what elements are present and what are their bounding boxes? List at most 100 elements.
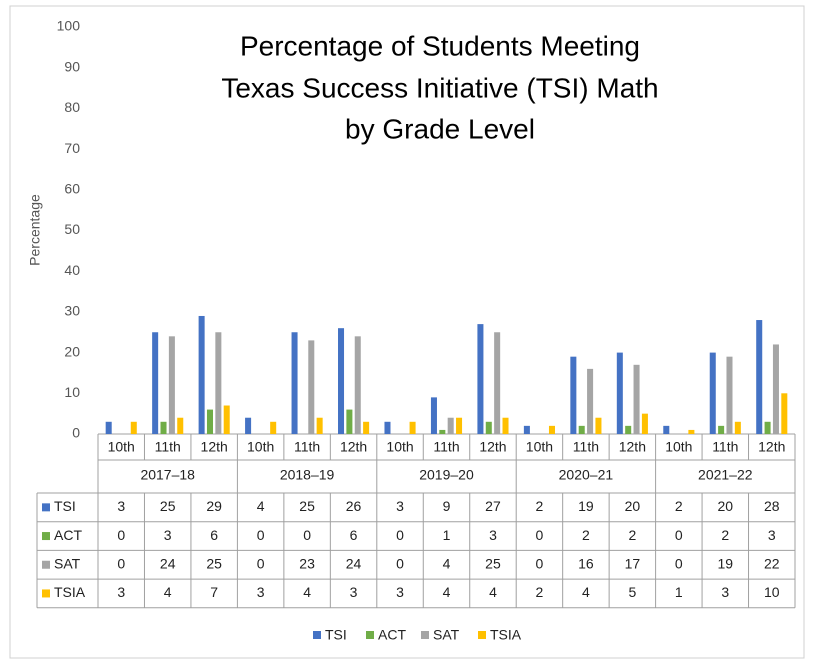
table-value: 17 — [625, 555, 641, 571]
table-value: 16 — [578, 555, 594, 571]
bar — [688, 429, 695, 434]
legend-label: TSI — [325, 627, 347, 643]
table-value: 3 — [396, 584, 404, 600]
bar — [625, 425, 632, 434]
group-label: 2017–18 — [140, 467, 195, 483]
table-value: 0 — [117, 555, 125, 571]
bar — [206, 409, 213, 434]
table-value: 1 — [675, 584, 683, 600]
chart-title: Texas Success Initiative (TSI) Math — [221, 72, 658, 103]
table-value: 0 — [303, 527, 311, 543]
table-value: 0 — [257, 555, 265, 571]
legend-label: ACT — [378, 627, 406, 643]
bar — [523, 425, 530, 434]
y-axis-label: Percentage — [27, 194, 43, 266]
bar — [160, 421, 167, 434]
table-value: 25 — [160, 498, 176, 514]
y-tick-label: 30 — [64, 303, 80, 319]
bar — [781, 393, 788, 434]
table-value: 6 — [350, 527, 358, 543]
table-value: 0 — [117, 527, 125, 543]
x-tick-label: 11th — [573, 439, 599, 455]
table-value: 3 — [117, 584, 125, 600]
legend-swatch — [478, 631, 486, 639]
bar — [633, 364, 640, 434]
bar — [270, 421, 277, 434]
table-value: 0 — [257, 527, 265, 543]
bar — [772, 344, 779, 434]
table-value: 3 — [489, 527, 497, 543]
bar — [346, 409, 353, 434]
bar — [177, 417, 184, 434]
table-value: 4 — [443, 584, 451, 600]
table-value: 20 — [625, 498, 641, 514]
group-label: 2020–21 — [559, 467, 614, 483]
table-value: 4 — [489, 584, 497, 600]
bar — [338, 328, 345, 434]
table-value: 0 — [536, 527, 544, 543]
table-value: 2 — [628, 527, 636, 543]
bar — [291, 332, 298, 434]
bar — [726, 356, 733, 434]
y-tick-label: 40 — [64, 262, 80, 278]
y-tick-label: 60 — [64, 181, 80, 197]
table-value: 28 — [764, 498, 780, 514]
bar — [587, 368, 594, 434]
table-value: 2 — [536, 498, 544, 514]
x-tick-label: 12th — [201, 439, 228, 455]
bar — [223, 405, 230, 434]
x-tick-label: 12th — [479, 439, 506, 455]
bar — [570, 356, 577, 434]
table-value: 4 — [164, 584, 172, 600]
x-tick-label: 10th — [386, 439, 413, 455]
table-value: 3 — [350, 584, 358, 600]
bar — [485, 421, 492, 434]
table-value: 24 — [160, 555, 176, 571]
x-tick-label: 11th — [712, 439, 738, 455]
bar — [409, 421, 416, 434]
bar — [734, 421, 741, 434]
group-label: 2021–22 — [698, 467, 753, 483]
legend-label: SAT — [433, 627, 460, 643]
legend-swatch — [42, 503, 50, 512]
table-value: 7 — [210, 584, 218, 600]
table-row-label: SAT — [54, 555, 81, 571]
table-value: 23 — [299, 555, 315, 571]
x-tick-label: 12th — [619, 439, 646, 455]
x-tick-label: 11th — [433, 439, 459, 455]
y-tick-label: 10 — [64, 384, 80, 400]
x-tick-label: 11th — [155, 439, 181, 455]
y-tick-label: 0 — [72, 425, 80, 441]
bar — [384, 421, 391, 434]
bar — [595, 417, 602, 434]
table-value: 25 — [485, 555, 501, 571]
bar — [764, 421, 771, 434]
table-value: 3 — [257, 584, 265, 600]
group-label: 2018–19 — [280, 467, 335, 483]
legend-swatch — [42, 589, 50, 598]
table-value: 0 — [396, 555, 404, 571]
table-value: 2 — [675, 498, 683, 514]
table-value: 2 — [721, 527, 729, 543]
bar — [477, 324, 484, 434]
table-value: 20 — [718, 498, 734, 514]
chart-title: by Grade Level — [345, 113, 535, 144]
table-value: 0 — [396, 527, 404, 543]
legend-swatch — [42, 560, 50, 569]
bar — [354, 336, 361, 434]
table-value: 6 — [210, 527, 218, 543]
bar — [308, 340, 315, 434]
table-value: 0 — [675, 555, 683, 571]
table-value: 3 — [396, 498, 404, 514]
x-tick-label: 11th — [294, 439, 320, 455]
table-value: 3 — [721, 584, 729, 600]
bar — [718, 425, 725, 434]
bar — [616, 352, 623, 434]
table-value: 2 — [536, 584, 544, 600]
table-value: 19 — [578, 498, 594, 514]
bar — [456, 417, 463, 434]
x-tick-label: 10th — [247, 439, 274, 455]
table-value: 29 — [206, 498, 222, 514]
x-tick-label: 10th — [108, 439, 135, 455]
bar — [430, 397, 437, 434]
